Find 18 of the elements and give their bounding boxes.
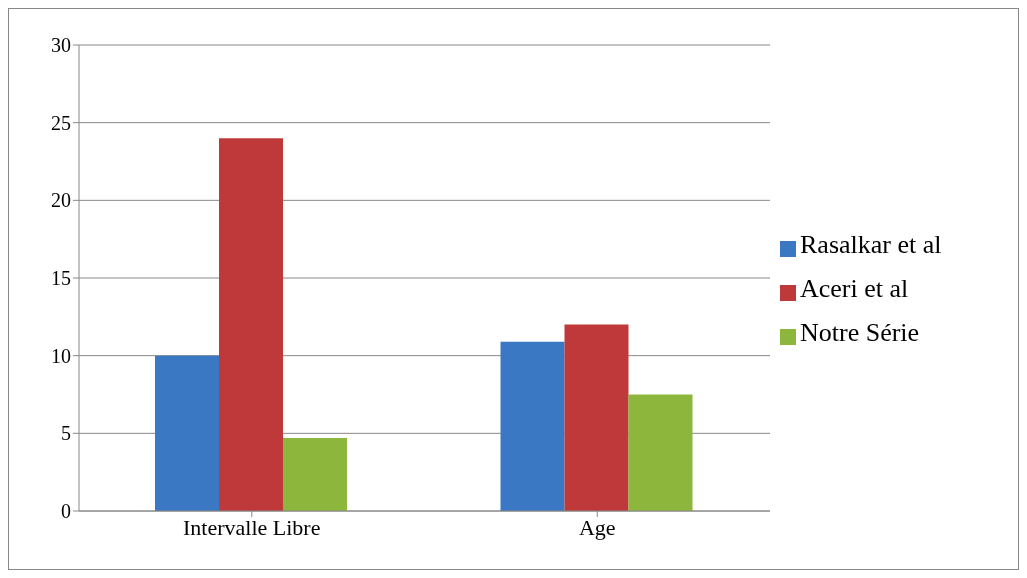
y-tick-label: 5 <box>61 422 71 445</box>
bar <box>283 437 348 511</box>
bar <box>219 138 284 511</box>
x-tick-label: Age <box>578 514 616 540</box>
legend-label: Rasalkar et al <box>800 230 942 259</box>
y-tick-label: 30 <box>51 34 71 57</box>
bar <box>628 394 693 511</box>
x-tick-label: Intervalle Libre <box>183 514 321 540</box>
y-tick-label: 0 <box>61 500 71 523</box>
bar <box>500 341 565 511</box>
y-tick-label: 25 <box>51 111 71 134</box>
bar <box>564 324 629 511</box>
bar <box>155 355 220 511</box>
y-tick-label: 20 <box>51 189 71 212</box>
y-tick-label: 15 <box>51 267 71 290</box>
legend-label: Aceri et al <box>800 274 909 303</box>
y-tick-label: 10 <box>51 344 71 367</box>
legend-label: Notre Série <box>800 318 920 347</box>
